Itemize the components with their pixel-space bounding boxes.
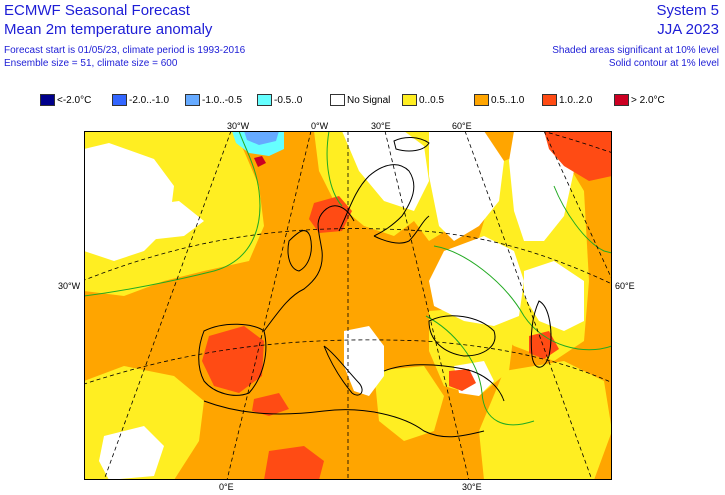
period-label: JJA 2023 [657, 21, 719, 38]
anomaly-shading-hot-north-africa [264, 446, 324, 480]
significance-contour-note: Solid contour at 1% level [608, 58, 719, 69]
legend-swatch [112, 94, 127, 106]
graticule-line [84, 339, 612, 385]
coastline-iberia [198, 323, 267, 396]
coastline-caspian [530, 300, 552, 368]
legend-swatch [542, 94, 557, 106]
legend-item: -2.0..-1.0 [112, 93, 169, 107]
chart-title: ECMWF Seasonal Forecast [4, 2, 190, 19]
graticule-line [384, 131, 470, 480]
coastline-britain [287, 230, 312, 272]
ensemble-info: Ensemble size = 51, climate size = 600 [4, 58, 178, 69]
legend-item: -0.5..0 [257, 93, 302, 107]
legend-item: -1.0..-0.5 [185, 93, 242, 107]
significance-contour [84, 131, 261, 297]
anomaly-shading-nosignal-southwest [99, 426, 164, 480]
graticule-line [103, 131, 232, 480]
legend-item: 0..0.5 [402, 93, 444, 107]
lon-label-top-30w: 30°W [227, 121, 250, 131]
anomaly-shading-east-med [374, 366, 444, 441]
anomaly-map [84, 131, 612, 480]
lat-label-left: 30°W [58, 281, 81, 291]
coastline-north-africa [203, 400, 485, 438]
graticule-line [464, 131, 593, 480]
legend-swatch [474, 94, 489, 106]
forecast-info: Forecast start is 01/05/23, climate peri… [4, 45, 246, 56]
graticule-line [84, 228, 612, 285]
lon-label-top-60e: 60°E [452, 121, 472, 131]
legend-label: -0.5..0 [274, 94, 303, 106]
anomaly-shading-nosignal-arctic-2 [429, 131, 504, 241]
anomaly-shading-nosignal-atlantic-2 [104, 201, 204, 241]
legend-swatch [40, 94, 55, 106]
lon-label-top-0w: 0°W [311, 121, 329, 131]
lon-label-top-30e: 30°E [371, 121, 391, 131]
legend-label: -2.0..-1.0 [129, 94, 170, 106]
coastlines [198, 137, 552, 438]
lon-label-bottom-0e: 0°E [219, 482, 234, 492]
coastline-italy [323, 345, 363, 396]
chart-subtitle: Mean 2m temperature anomaly [4, 21, 213, 38]
anomaly-shading-hot-iberia [202, 326, 264, 393]
legend-swatch [257, 94, 272, 106]
legend-item: 0.5..1.0 [474, 93, 524, 107]
significance-contour [326, 131, 343, 207]
coastline-arctic-islands [393, 137, 430, 152]
graticule [84, 131, 612, 480]
legend-label: <-2.0°C [57, 94, 92, 106]
anomaly-shading-nosignal-caspian [524, 261, 584, 331]
coastline-baltic [373, 215, 430, 244]
legend-label: 0..0.5 [419, 94, 445, 106]
graticule-line [543, 131, 612, 281]
legend-item: No Signal [330, 93, 390, 107]
lon-label-bottom-30e: 30°E [462, 482, 482, 492]
legend-item: <-2.0°C [40, 93, 91, 107]
legend-label: 1.0..2.0 [559, 94, 593, 106]
graticule-line [226, 131, 312, 480]
map-frame [84, 131, 612, 480]
legend-swatch [185, 94, 200, 106]
significance-contour [425, 315, 535, 426]
coastline-france-uk [263, 205, 355, 332]
lat-label-right: 60°E [615, 281, 635, 291]
system-label: System 5 [656, 2, 719, 19]
anomaly-shading-hot-red-dot [254, 156, 266, 167]
coastline-scandinavia [338, 164, 415, 237]
coastline-turkey [383, 364, 505, 402]
legend-swatch [330, 94, 345, 106]
anomaly-shading-hot-anatolia [449, 369, 476, 391]
anomaly-shading-hot-sahara-west [252, 393, 289, 416]
anomaly-shading-nosignal-balkans [344, 326, 384, 396]
coastline-black-sea [428, 315, 496, 357]
anomaly-shading-hot-ne-corner [544, 131, 612, 181]
legend-label: > 2.0°C [631, 94, 665, 106]
legend-label: No Signal [347, 94, 391, 106]
anomaly-shading-southeast [479, 361, 612, 480]
anomaly-shading-nosignal-russia [429, 236, 524, 326]
anomaly-shading-cold-greenland-core [244, 131, 279, 145]
map-canvas [84, 131, 612, 480]
legend-item: > 2.0°C [614, 93, 665, 107]
legend-swatch [614, 94, 629, 106]
legend-label: -1.0..-0.5 [202, 94, 243, 106]
significance-shaded-note: Shaded areas significant at 10% level [552, 45, 719, 56]
significance-contour [433, 245, 612, 351]
legend-item: 1.0..2.0 [542, 93, 592, 107]
legend-label: 0.5..1.0 [491, 94, 525, 106]
legend-swatch [402, 94, 417, 106]
